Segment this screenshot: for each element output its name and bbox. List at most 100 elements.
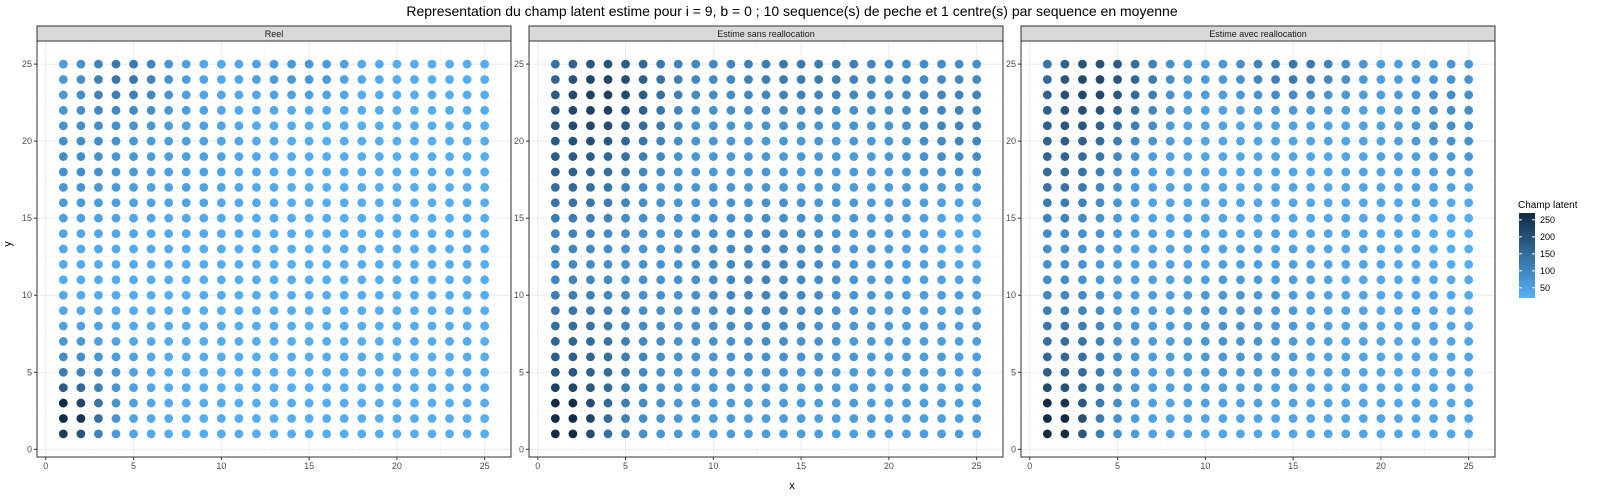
data-point: [1130, 337, 1140, 346]
data-point: [1306, 152, 1316, 161]
data-point: [884, 59, 894, 69]
data-point: [339, 229, 349, 238]
data-point: [1148, 398, 1158, 408]
data-point: [339, 198, 349, 208]
data-point: [111, 398, 121, 408]
data-point: [129, 75, 138, 84]
data-point: [1165, 398, 1175, 408]
data-point: [1429, 105, 1438, 115]
point-layer: [58, 59, 490, 439]
data-point: [304, 75, 314, 84]
data-point: [234, 182, 244, 192]
data-point: [322, 383, 332, 393]
data-point: [1429, 337, 1438, 346]
data-point: [374, 105, 384, 115]
data-point: [831, 429, 841, 439]
data-point: [304, 290, 314, 300]
data-point: [708, 105, 718, 115]
data-point: [1411, 383, 1421, 393]
data-point: [1113, 290, 1122, 300]
data-point: [322, 275, 332, 285]
data-point: [638, 352, 648, 362]
data-point: [814, 75, 824, 84]
data-point: [621, 352, 630, 362]
data-point: [199, 367, 209, 377]
data-point: [708, 229, 718, 238]
data-point: [322, 105, 332, 115]
data-point: [410, 275, 419, 285]
data-point: [550, 59, 560, 69]
data-point: [480, 244, 490, 254]
data-point: [1236, 306, 1245, 316]
data-point: [779, 414, 788, 423]
data-point: [972, 105, 982, 115]
data-point: [252, 337, 261, 346]
data-point: [1429, 367, 1438, 377]
data-point: [1200, 121, 1210, 131]
data-point: [779, 244, 788, 254]
data-point: [691, 275, 701, 285]
data-point: [954, 136, 964, 146]
data-point: [58, 275, 68, 285]
data-point: [1200, 398, 1210, 408]
data-point: [252, 182, 261, 192]
data-point: [339, 429, 349, 439]
data-point: [480, 429, 490, 439]
data-point: [673, 167, 683, 177]
data-point: [1253, 290, 1263, 300]
data-point: [972, 59, 982, 69]
data-point: [216, 75, 226, 84]
data-point: [621, 290, 630, 300]
data-point: [1271, 167, 1280, 177]
data-point: [1236, 105, 1245, 115]
data-point: [1464, 90, 1474, 100]
data-point: [1271, 90, 1280, 100]
data-point: [1446, 167, 1456, 177]
data-point: [1165, 75, 1175, 84]
data-point: [814, 398, 824, 408]
data-point: [1341, 182, 1351, 192]
data-point: [884, 136, 894, 146]
y-tick-label: 20: [22, 136, 32, 146]
data-point: [374, 59, 384, 69]
data-point: [1148, 90, 1158, 100]
data-point: [744, 244, 753, 254]
data-point: [954, 182, 964, 192]
data-point: [972, 306, 982, 316]
data-point: [814, 367, 824, 377]
data-point: [1113, 352, 1122, 362]
data-point: [480, 398, 490, 408]
data-point: [181, 105, 191, 115]
data-point: [480, 275, 490, 285]
data-point: [1341, 429, 1351, 439]
data-point: [866, 383, 876, 393]
data-point: [744, 90, 753, 100]
data-point: [603, 321, 613, 331]
data-point: [902, 414, 911, 423]
data-point: [1042, 229, 1052, 238]
data-point: [1288, 229, 1298, 238]
data-point: [1394, 213, 1403, 223]
data-point: [111, 136, 121, 146]
data-point: [234, 398, 244, 408]
data-point: [673, 367, 683, 377]
data-point: [954, 75, 964, 84]
data-point: [181, 59, 191, 69]
data-point: [357, 429, 367, 439]
data-point: [954, 90, 964, 100]
data-point: [954, 398, 964, 408]
data-point: [1078, 121, 1087, 131]
data-point: [252, 321, 261, 331]
data-point: [656, 75, 666, 84]
data-point: [1218, 414, 1228, 423]
data-point: [1042, 306, 1052, 316]
data-point: [445, 260, 454, 269]
data-point: [1253, 275, 1263, 285]
data-point: [708, 244, 718, 254]
data-point: [410, 59, 419, 69]
data-point: [427, 337, 437, 346]
data-point: [779, 337, 788, 346]
data-point: [1341, 244, 1351, 254]
data-point: [656, 290, 666, 300]
data-point: [410, 182, 419, 192]
